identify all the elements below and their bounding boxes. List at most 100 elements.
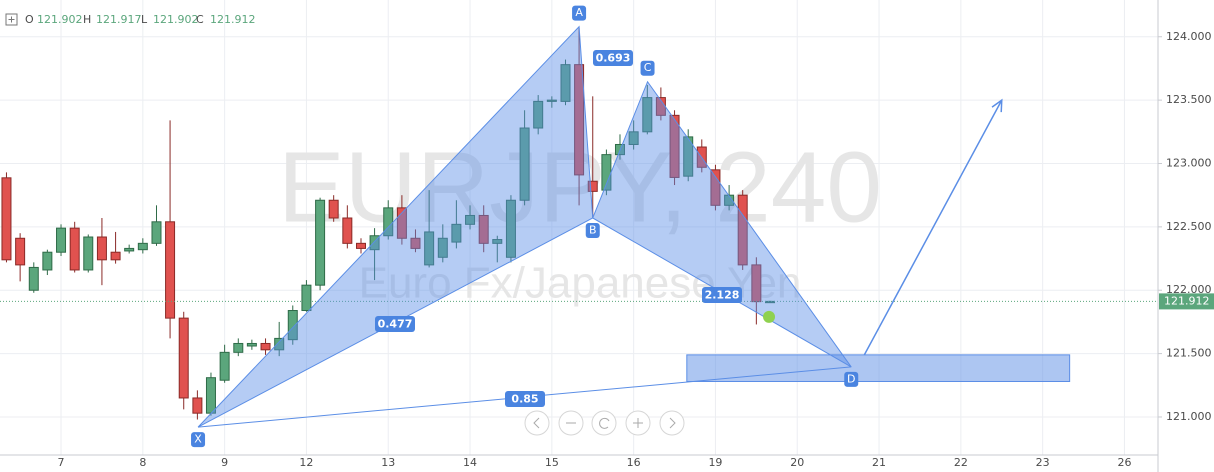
candle-body <box>315 199 326 286</box>
candle-body <box>42 251 53 271</box>
ohlc-value: 121.917 <box>96 13 142 26</box>
ratio-label-box <box>505 391 545 407</box>
y-tick-label: 122.500 <box>1166 220 1212 233</box>
candle-body <box>505 199 516 258</box>
ratio-label-box <box>702 287 742 303</box>
candle-body <box>369 235 380 251</box>
y-tick-label: 122.000 <box>1166 283 1212 296</box>
candle-body <box>110 251 121 261</box>
y-tick-label: 123.000 <box>1166 156 1212 169</box>
scroll-left-button[interactable] <box>524 410 550 436</box>
candle-body <box>710 169 721 206</box>
x-tick-label: 15 <box>545 456 559 469</box>
candle-body <box>437 237 448 258</box>
ohlc-label: C <box>196 13 204 26</box>
candle-body <box>451 223 462 243</box>
point-label: B <box>589 223 597 236</box>
scroll-right-button[interactable] <box>659 410 685 436</box>
ratio-label: 0.477 <box>378 318 413 331</box>
ohlc-label: H <box>83 13 91 26</box>
candle-body <box>28 266 39 291</box>
candle-body <box>287 310 298 341</box>
candle-body <box>219 351 230 381</box>
point-label: A <box>575 6 583 19</box>
y-tick-label: 121.500 <box>1166 347 1212 360</box>
ratio-label: 0.85 <box>511 393 538 406</box>
candle-body <box>178 317 189 399</box>
y-tick-label: 121.000 <box>1166 410 1212 423</box>
x-tick-label: 9 <box>221 456 228 469</box>
candle-body <box>628 131 639 145</box>
candle-body <box>69 227 80 271</box>
ratio-label-box <box>375 316 415 332</box>
candle-body <box>560 64 571 102</box>
y-tick-label: 123.500 <box>1166 93 1212 106</box>
candle-body <box>533 100 544 129</box>
x-tick-label: 7 <box>58 456 65 469</box>
candle-body <box>410 237 421 249</box>
ohlc-value: 121.912 <box>210 13 256 26</box>
candle-body <box>492 239 503 244</box>
candle-body <box>642 97 653 133</box>
candle-body <box>574 64 585 176</box>
candle-body <box>137 242 148 251</box>
candle-body <box>396 207 407 239</box>
x-tick-label: 22 <box>954 456 968 469</box>
candle-body <box>96 236 107 261</box>
x-tick-label: 26 <box>1117 456 1131 469</box>
x-tick-label: 19 <box>708 456 722 469</box>
y-tick-label: 124.000 <box>1166 30 1212 43</box>
candle-body <box>83 236 94 271</box>
candle-body <box>233 342 244 353</box>
ratio-label-box <box>593 50 633 66</box>
candle-body <box>669 114 680 178</box>
ratio-label: 0.693 <box>596 52 631 65</box>
ohlc-label: O <box>25 13 34 26</box>
candle-body <box>1 177 12 261</box>
point-label-box <box>585 222 600 238</box>
candle-body <box>151 221 162 244</box>
target-zone <box>686 354 1071 382</box>
candle-body <box>465 214 476 225</box>
navigation <box>524 410 685 436</box>
ohlc-label: L <box>141 13 148 26</box>
icon <box>599 417 610 429</box>
candle-body <box>765 300 776 304</box>
x-tick-label: 16 <box>627 456 641 469</box>
point-label-box <box>572 5 587 21</box>
candle-body <box>56 227 67 253</box>
candle-body <box>478 214 489 244</box>
x-tick-label: 20 <box>790 456 804 469</box>
point-label: X <box>194 433 202 446</box>
candle-body <box>683 136 694 177</box>
candle-body <box>342 217 353 244</box>
x-tick-label: 23 <box>1036 456 1050 469</box>
last-price-box <box>1159 293 1214 310</box>
point-label: D <box>847 372 855 385</box>
reset-button[interactable] <box>591 410 617 436</box>
candle-body <box>260 342 271 351</box>
candle-body <box>424 231 435 266</box>
ohlc-value: 121.902 <box>37 13 83 26</box>
candle-body <box>301 284 312 312</box>
point-label-box <box>640 60 655 76</box>
x-tick-label: 14 <box>463 456 477 469</box>
icon <box>669 417 676 429</box>
icon <box>633 418 643 428</box>
candle-body <box>205 377 216 414</box>
signal-point <box>763 310 776 323</box>
candle-body <box>246 342 257 347</box>
projection-arrow <box>863 99 1003 356</box>
icon <box>533 417 540 429</box>
candle-body <box>15 237 26 266</box>
candle-body <box>274 337 285 351</box>
projection-arrowhead <box>991 98 1003 113</box>
x-tick-label: 13 <box>381 456 395 469</box>
point-label-box <box>844 371 859 387</box>
candle-body <box>587 180 598 192</box>
ohlc-value: 121.902 <box>153 13 199 26</box>
x-tick-label: 12 <box>299 456 313 469</box>
candle-body <box>546 99 557 102</box>
